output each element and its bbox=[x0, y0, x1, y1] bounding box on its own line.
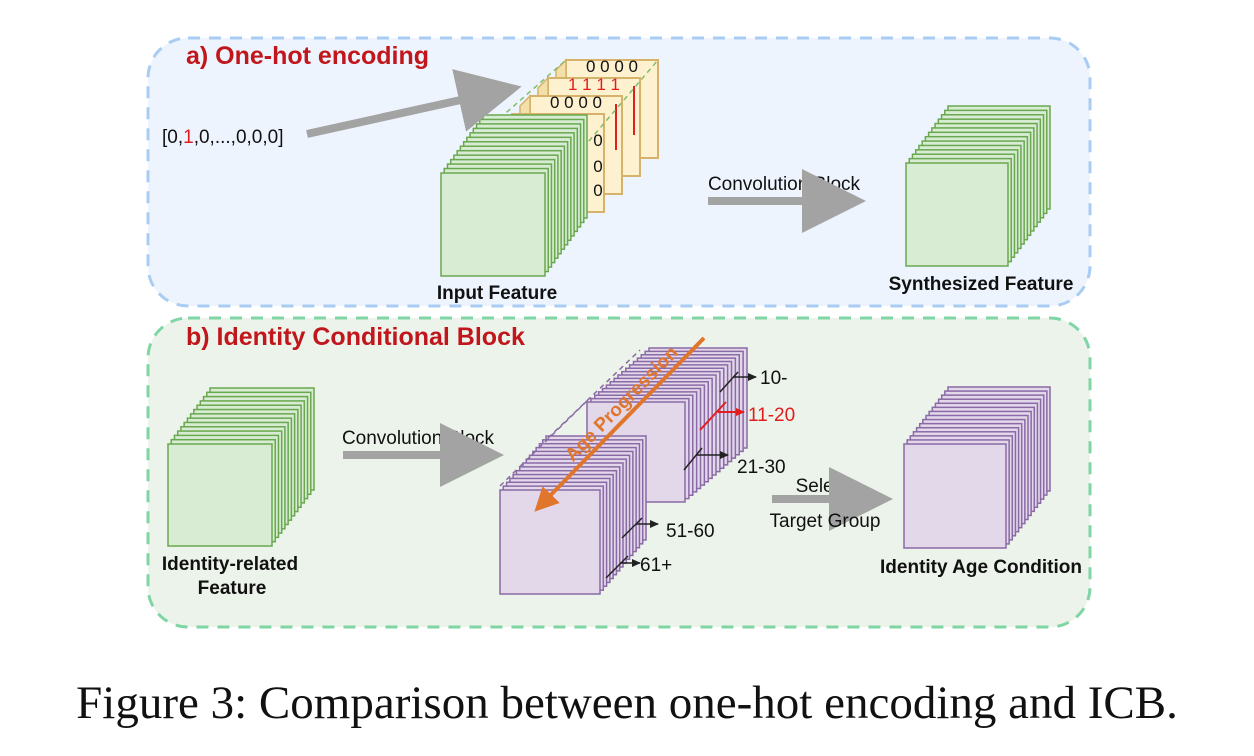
group-cube-old bbox=[499, 435, 647, 595]
feature-front-face bbox=[440, 172, 546, 277]
synthesized-feature-label: Synthesized Feature bbox=[889, 274, 1074, 295]
age-progression-arrow bbox=[534, 336, 706, 512]
onehot-vector: [0,1,0,...,0,0,0] bbox=[162, 127, 283, 148]
vector-arrow bbox=[306, 69, 522, 138]
synthesized-feature-cube bbox=[905, 105, 1051, 267]
vector-prefix: [0, bbox=[162, 127, 183, 148]
identity-feature-label-1: Identity-related bbox=[162, 554, 298, 575]
input-feature-cube bbox=[440, 114, 588, 277]
conv-label-b: Convolution Block bbox=[342, 428, 495, 449]
feature-front-face bbox=[167, 443, 273, 547]
group-pointer-21-30 bbox=[683, 447, 729, 471]
onehot-row-2: 1 1 1 1 bbox=[568, 75, 620, 94]
identity-age-condition-cube bbox=[903, 386, 1051, 549]
onehot-col-2: 0 bbox=[593, 181, 602, 200]
group-pointer-11-20 bbox=[699, 401, 745, 431]
group-label-51-60: 51-60 bbox=[666, 521, 715, 542]
feature-front-face bbox=[905, 162, 1009, 267]
identity-feature-label-2: Feature bbox=[198, 578, 267, 599]
onehot-row-1: 0 0 0 0 bbox=[550, 93, 602, 112]
diagram: a) One-hot encoding b) Identity Conditio… bbox=[146, 36, 1092, 629]
identity-feature-cube bbox=[167, 387, 315, 547]
feature-front-face bbox=[903, 443, 1007, 549]
onehot-row-3: 0 0 0 0 bbox=[586, 57, 638, 76]
onehot-col-0: 0 bbox=[593, 131, 602, 150]
vector-hot: 1 bbox=[183, 127, 194, 148]
group-label-61: 61+ bbox=[640, 555, 672, 576]
group-pointer-10 bbox=[719, 371, 757, 393]
feature-front-face bbox=[499, 489, 601, 595]
select-label-2: Target Group bbox=[770, 511, 881, 532]
vector-suffix: ,0,...,0,0,0] bbox=[194, 127, 284, 148]
conv-label-a: Convolution Block bbox=[708, 174, 861, 195]
group-connector-1 bbox=[499, 397, 591, 487]
group-pointer-61 bbox=[605, 555, 641, 579]
group-label-11-20: 11-20 bbox=[748, 405, 795, 426]
panel-b-title: b) Identity Conditional Block bbox=[186, 323, 525, 351]
group-connector-2 bbox=[547, 349, 641, 439]
identity-age-condition-label: Identity Age Condition bbox=[880, 557, 1082, 578]
onehot-connector-2 bbox=[582, 59, 659, 149]
group-pointer-51-60 bbox=[621, 517, 659, 539]
input-feature-label: Input Feature bbox=[437, 283, 557, 304]
onehot-col-1: 0 bbox=[593, 157, 602, 176]
group-label-10: 10- bbox=[760, 368, 787, 389]
select-label-1: Select bbox=[796, 476, 850, 497]
panel-a-title: a) One-hot encoding bbox=[186, 42, 429, 70]
figure-caption: Figure 3: Comparison between one-hot enc… bbox=[76, 677, 1178, 729]
group-label-21-30: 21-30 bbox=[737, 457, 786, 478]
